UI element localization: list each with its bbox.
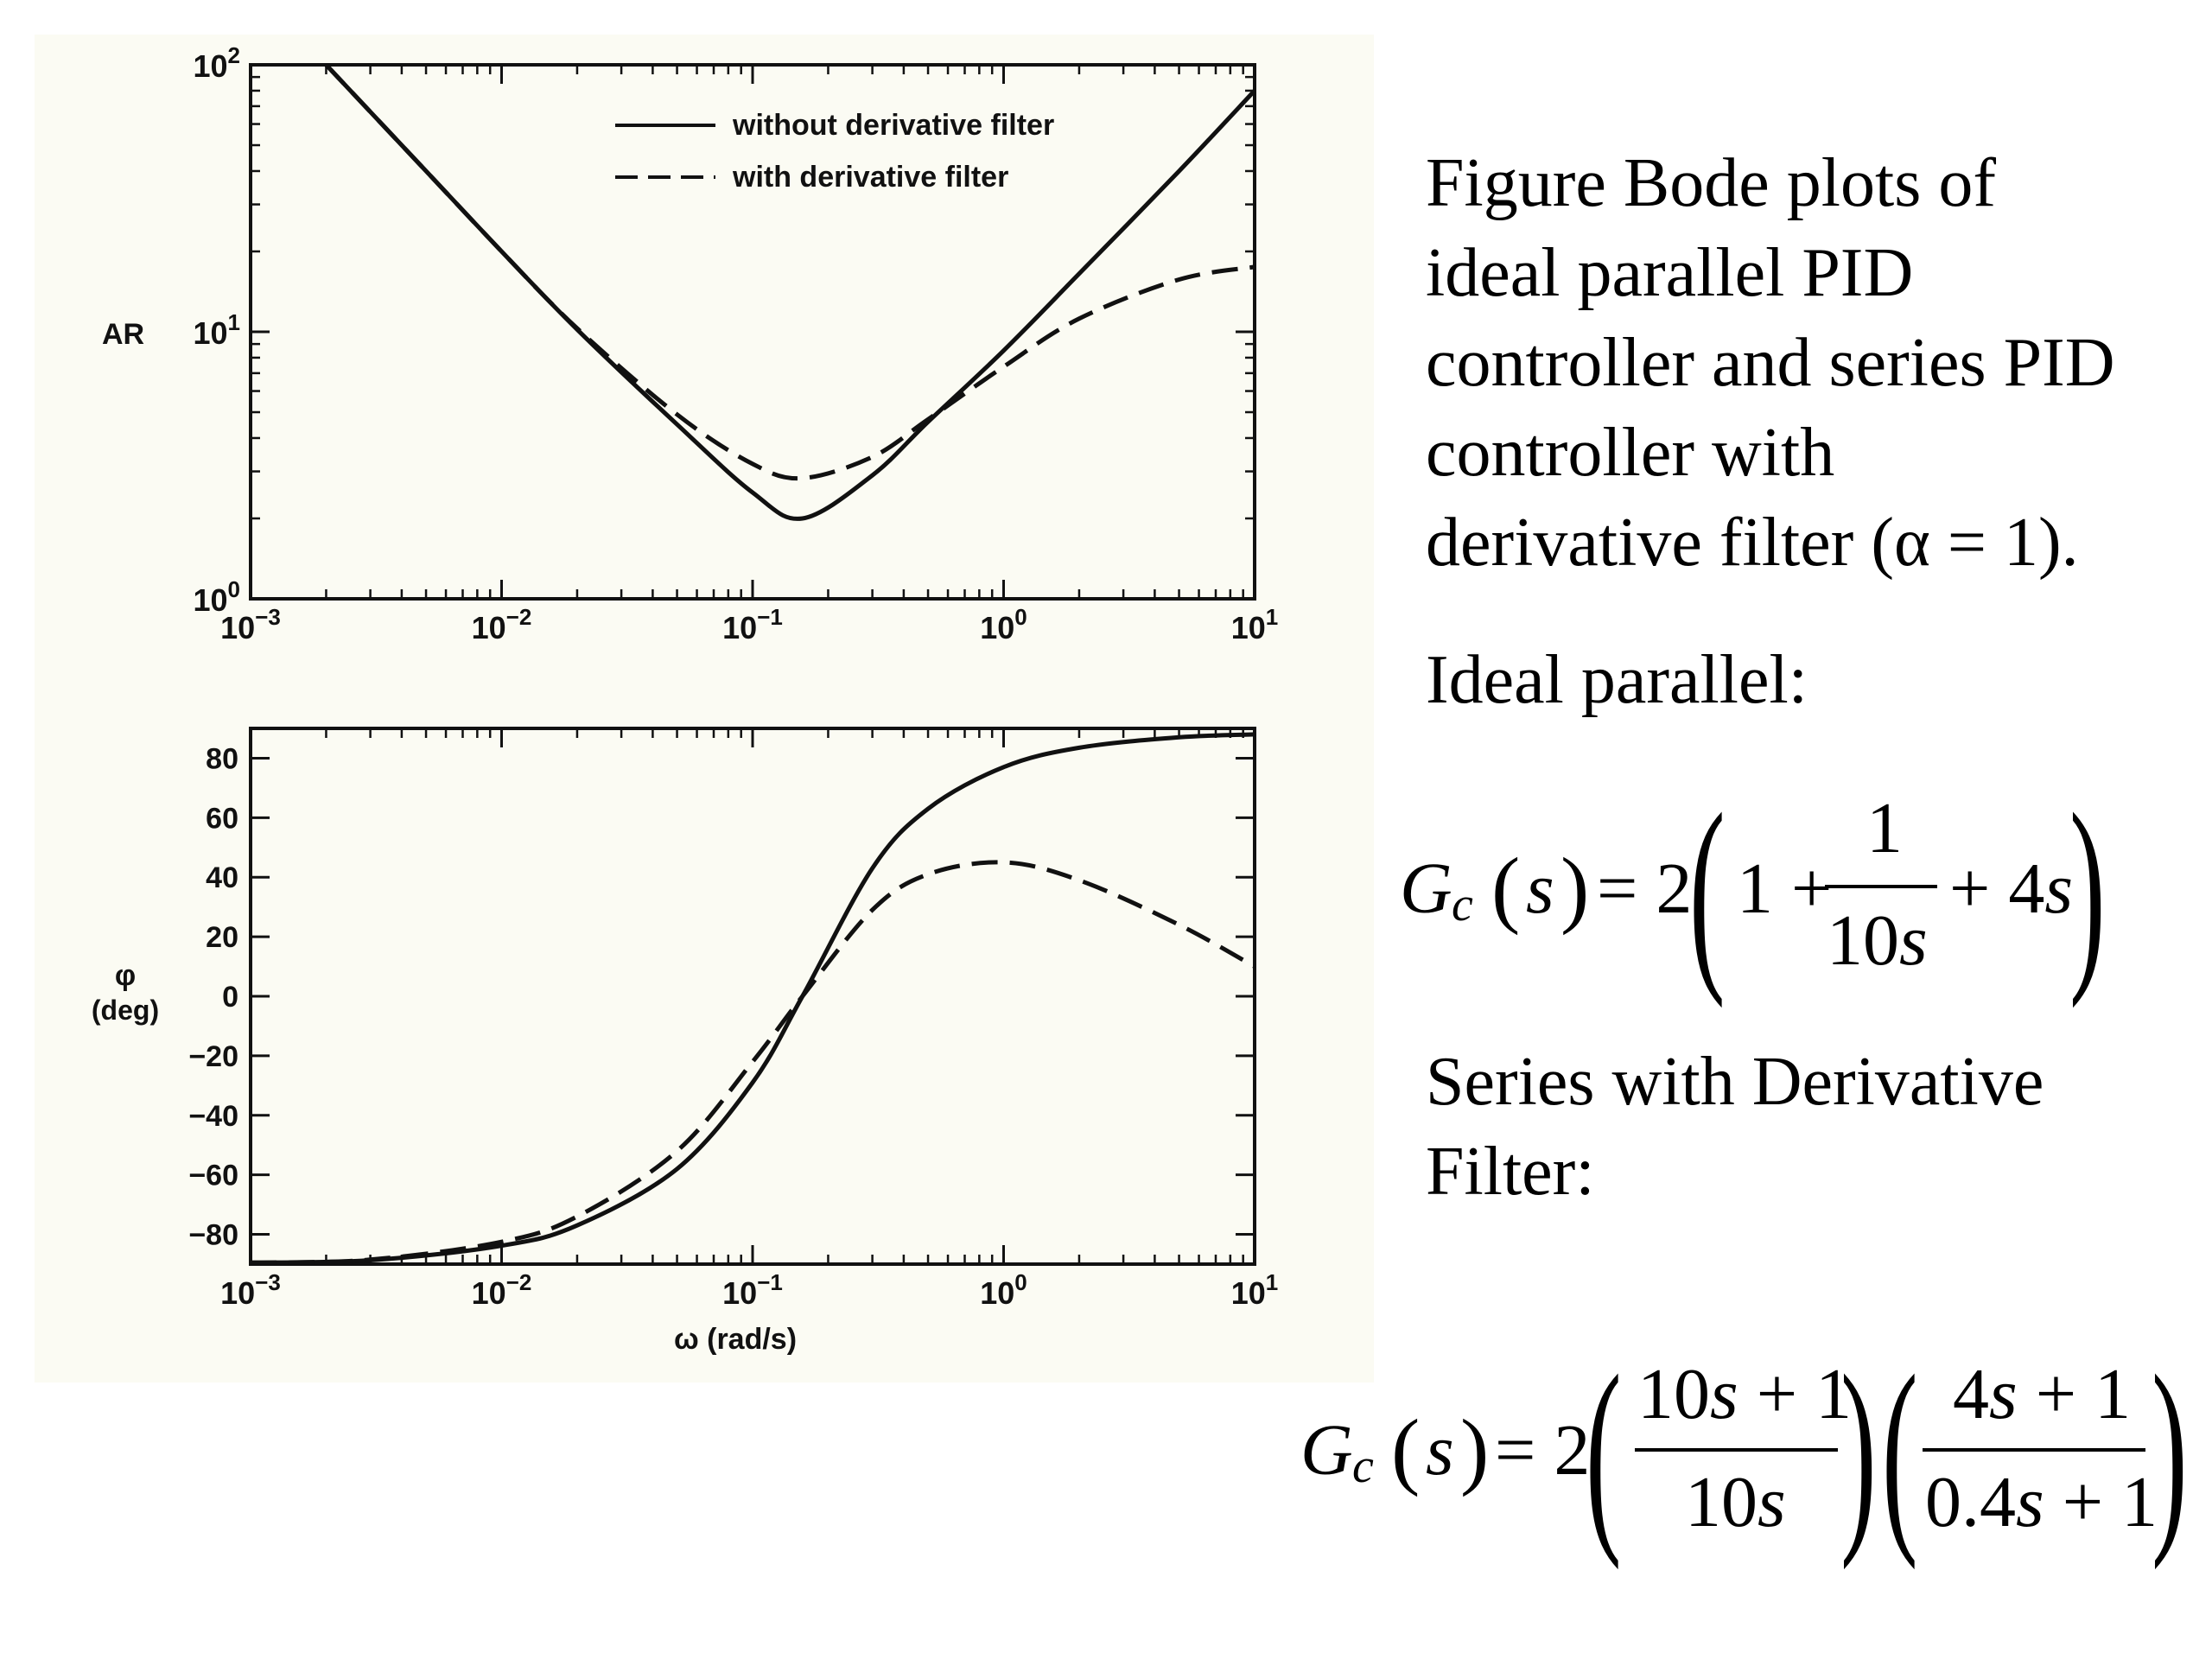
bode-plots: 10−3 10−2 10−1 100 101 100 101 102 without deriv… [35, 35, 1374, 1382]
series-line-with-filter-ar [324, 63, 1255, 481]
caption-line: controller and series PID [1426, 325, 2115, 401]
eq2-num1-s: s [1710, 1354, 1738, 1434]
y-tick-label: −40 [188, 1100, 238, 1133]
y-tick-label: 40 [206, 861, 238, 894]
eq2-factor2-lparen: ( [1882, 1332, 1918, 1571]
eq2-G: G [1300, 1410, 1353, 1491]
eq1-rparen: ) [1560, 840, 1590, 936]
eq2-den2: 0.4s + 1 [1925, 1460, 2158, 1544]
legend-label: with derivative filter [732, 161, 1008, 194]
x-axis-label: ω (rad/s) [674, 1323, 797, 1356]
eq2-fraction-bar-2 [1923, 1448, 2145, 1452]
series-line-with-filter-phase [250, 860, 1256, 1265]
eq2-factor1-rparen: ) [1840, 1332, 1877, 1571]
y-tick-label: 102 [193, 42, 240, 84]
eq1-tail: + 4s [1949, 847, 2073, 931]
x-tick-label: 10−2 [472, 1269, 532, 1311]
eq2-num1-tail: + 1 [1738, 1354, 1853, 1434]
plot-panel-background [35, 35, 1374, 1382]
y-tick-label: 80 [206, 742, 238, 775]
series-line-without-filter-phase [250, 732, 1255, 1265]
y-tick-label: 101 [193, 309, 240, 351]
series-filter-label: Series with Derivative Filter: [1426, 1037, 2044, 1217]
eq1-equals: = 2 [1597, 849, 1693, 929]
eq1-subscript: c [1452, 878, 1473, 931]
eq2-num1-coef: 10 [1637, 1354, 1710, 1434]
y-tick-label: 0 [222, 981, 238, 1014]
chart-root: 10−3 10−2 10−1 100 101 100 101 102 without deriv… [92, 42, 1278, 1356]
y-axis-label-unit: (deg) [92, 995, 159, 1026]
eq2-subscript: c [1352, 1440, 1374, 1493]
eq2-num1: 10s + 1 [1637, 1352, 1852, 1436]
eq2-fraction-bar-1 [1635, 1448, 1838, 1452]
eq2-s: s [1426, 1410, 1454, 1491]
y-axis-label: AR [102, 318, 144, 351]
y-tick-label: 100 [193, 576, 240, 618]
eq2-num2-s: s [1989, 1354, 2018, 1434]
eq1-tail-s: s [2044, 849, 2074, 929]
eq1-lparen: ( [1491, 840, 1521, 936]
eq2-equals: = 2 [1495, 1410, 1591, 1491]
eq1-den-coef: 10 [1827, 900, 1899, 981]
x-tick-label: 100 [980, 1269, 1027, 1311]
figure-caption: Figure Bode plots of ideal parallel PID … [1426, 138, 2186, 588]
eq1-fraction-bar [1825, 885, 1937, 888]
caption-line: ideal parallel PID [1426, 235, 1914, 311]
eq2-den2-tail: + 1 [2044, 1462, 2158, 1542]
x-tick-label: 10−3 [220, 1269, 281, 1311]
y-tick-label: −60 [188, 1160, 238, 1192]
eq2-num2-coef: 4 [1953, 1354, 1989, 1434]
eq1-denominator: 10s [1827, 899, 1928, 982]
series-label-line2: Filter: [1426, 1134, 1595, 1210]
eq2-den1-s: s [1758, 1462, 1786, 1542]
eq1-numerator: 1 [1866, 788, 1903, 868]
y-tick-label: 20 [206, 921, 238, 954]
caption-line: controller with [1426, 415, 1835, 491]
x-tick-label: 10−3 [220, 604, 281, 645]
ideal-parallel-label: Ideal parallel: [1426, 642, 1808, 718]
x-tick-label: 101 [1231, 1269, 1279, 1311]
y-axis-label: φ [115, 959, 136, 992]
eq1-big-rparen: ) [2069, 770, 2106, 1009]
x-tick-label: 101 [1231, 604, 1279, 645]
eq2-rparen: ) [1460, 1402, 1490, 1497]
caption-line: derivative filter (α = 1). [1426, 505, 2079, 581]
eq2-den1-coef: 10 [1685, 1462, 1758, 1542]
eq2-den2-coef: 0.4 [1925, 1462, 2016, 1542]
eq2-factor2-rparen: ) [2152, 1332, 2188, 1571]
caption-line: Figure Bode plots of [1426, 145, 1996, 221]
x-tick-label: 10−1 [722, 604, 783, 645]
x-tick-label: 100 [980, 604, 1027, 645]
eq1-G: G [1400, 849, 1452, 929]
eq2-num2: 4s + 1 [1953, 1352, 2131, 1436]
x-tick-label: 10−2 [472, 604, 532, 645]
eq1-tail-coef: + 4 [1949, 849, 2045, 929]
series-label-line1: Series with Derivative [1426, 1044, 2044, 1120]
eq1-s: s [1526, 849, 1554, 929]
eq2-den1: 10s [1685, 1460, 1786, 1544]
eq2-lparen: ( [1391, 1402, 1421, 1497]
y-tick-label: 60 [206, 802, 238, 835]
y-tick-label: −80 [188, 1219, 238, 1252]
x-tick-label: 10−1 [722, 1269, 783, 1311]
eq2-factor1-lparen: ( [1586, 1332, 1622, 1571]
legend-label: without derivative filter [732, 109, 1054, 142]
eq2-den2-s: s [2016, 1462, 2044, 1542]
y-tick-label: −20 [188, 1040, 238, 1073]
eq1-den-s: s [1899, 900, 1928, 981]
eq2-num2-tail: + 1 [2017, 1354, 2132, 1434]
eq1-big-lparen: ( [1689, 770, 1726, 1009]
eq1-one-plus: 1 + [1737, 849, 1833, 929]
